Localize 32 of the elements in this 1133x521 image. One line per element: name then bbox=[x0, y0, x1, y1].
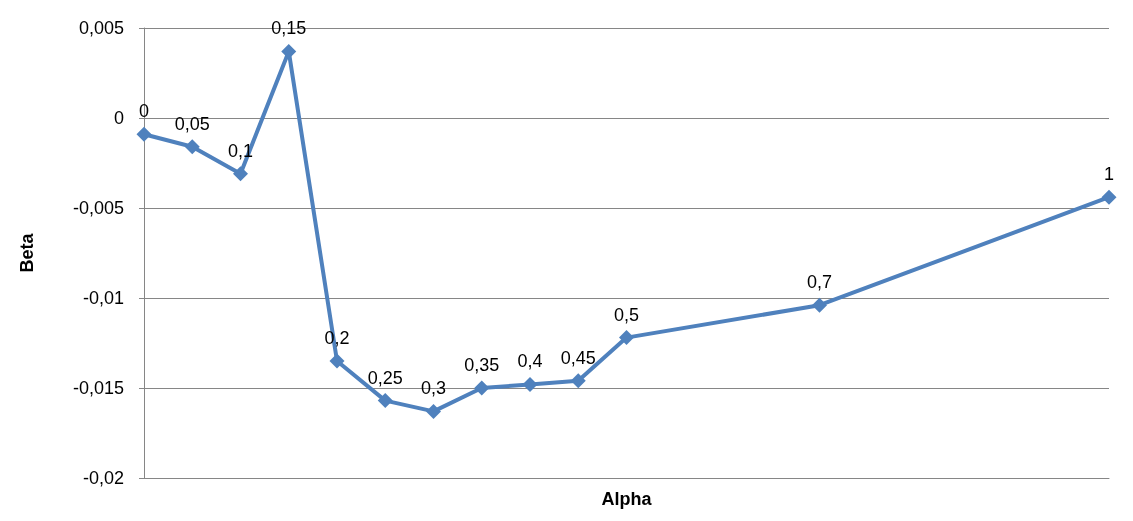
point bbox=[184, 139, 200, 155]
point bbox=[136, 126, 152, 142]
annotation: 0,7 bbox=[806, 272, 833, 293]
annotation: 0,25 bbox=[367, 367, 403, 388]
y-axis-title: Beta bbox=[17, 232, 37, 273]
y-tick-label: -0,015 bbox=[72, 378, 124, 398]
annotation: 0,35 bbox=[464, 355, 500, 375]
annotation: 0,5 bbox=[613, 304, 640, 325]
annotation: 0 bbox=[138, 101, 150, 122]
point bbox=[281, 43, 297, 59]
point bbox=[522, 376, 538, 392]
point bbox=[329, 353, 345, 369]
annotation: 1 bbox=[1103, 164, 1115, 185]
y-tick-label: -0,01 bbox=[82, 288, 124, 308]
point bbox=[426, 403, 441, 419]
point bbox=[1101, 189, 1117, 205]
annotation: 0,4 bbox=[517, 351, 543, 372]
y-tick-label: -0,02 bbox=[82, 468, 124, 488]
point bbox=[570, 373, 586, 389]
annotation: 0,05 bbox=[174, 113, 210, 134]
y-tick-label: 0 bbox=[113, 108, 124, 128]
point bbox=[233, 166, 248, 182]
y-tick-label: 0,005 bbox=[78, 18, 124, 38]
point bbox=[619, 330, 634, 346]
annotation: 0,15 bbox=[271, 18, 307, 39]
point bbox=[812, 297, 827, 313]
annotation: 0,3 bbox=[420, 378, 447, 399]
point bbox=[377, 393, 393, 409]
y-tick-label: -0,005 bbox=[72, 198, 124, 218]
point bbox=[474, 380, 490, 396]
x-axis-title: Alpha bbox=[601, 489, 653, 509]
annotation: 0,45 bbox=[560, 347, 596, 368]
